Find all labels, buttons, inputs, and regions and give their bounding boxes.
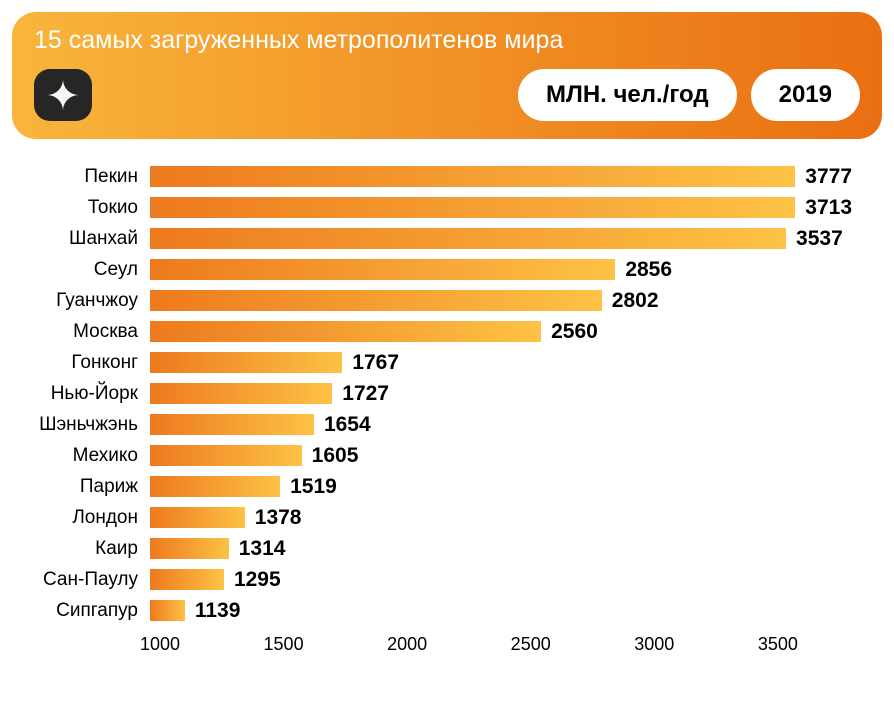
bar bbox=[150, 569, 224, 590]
bar-chart: Пекин 3777 Токио 3713 Шанхай 3537 Сеул 2856 Гуан… bbox=[12, 157, 882, 664]
axis-tick: 2500 bbox=[511, 634, 551, 655]
bar-value: 3537 bbox=[796, 227, 843, 251]
axis-tick: 2000 bbox=[387, 634, 427, 655]
bar bbox=[150, 352, 342, 373]
unit-pill: МЛН. чел./год bbox=[518, 69, 737, 121]
bar-value: 1295 bbox=[234, 568, 281, 592]
chart-row: Нью-Йорк 1727 bbox=[22, 378, 852, 409]
bar-area: 1295 bbox=[150, 564, 852, 595]
bar-label: Лондон bbox=[22, 507, 150, 529]
bar bbox=[150, 166, 795, 187]
bar-area: 2802 bbox=[150, 285, 852, 316]
chart-row: Сипгапур 1139 bbox=[22, 595, 852, 626]
bar-area: 1767 bbox=[150, 347, 852, 378]
bar bbox=[150, 259, 615, 280]
bar-value: 1767 bbox=[352, 351, 399, 375]
chart-row: Шанхай 3537 bbox=[22, 223, 852, 254]
bar-value: 1727 bbox=[342, 382, 389, 406]
chart-row: Гуанчжоу 2802 bbox=[22, 285, 852, 316]
chart-row: Гонконг 1767 bbox=[22, 347, 852, 378]
chart-row: Сеул 2856 bbox=[22, 254, 852, 285]
bar-area: 1378 bbox=[150, 502, 852, 533]
channel-pill-wrap: One Yrban Channel bbox=[34, 69, 504, 121]
chart-row: Лондон 1378 bbox=[22, 502, 852, 533]
bar bbox=[150, 197, 795, 218]
channel-label: One Yrban Channel bbox=[64, 69, 504, 121]
chart-row: Шэньчжэнь 1654 bbox=[22, 409, 852, 440]
star-icon bbox=[45, 77, 81, 113]
bar bbox=[150, 414, 314, 435]
bar-area: 1139 bbox=[150, 595, 852, 626]
bar-value: 1314 bbox=[239, 537, 286, 561]
bar-area: 1314 bbox=[150, 533, 852, 564]
bar-label: Сеул bbox=[22, 259, 150, 281]
bar-value: 3777 bbox=[805, 165, 852, 189]
bar-value: 1519 bbox=[290, 475, 337, 499]
bar-value: 1139 bbox=[195, 599, 241, 623]
bar-value: 2802 bbox=[612, 289, 659, 313]
x-axis: 100015002000250030003500 bbox=[160, 634, 852, 664]
chart-row: Токио 3713 bbox=[22, 192, 852, 223]
bar-value: 1378 bbox=[255, 506, 302, 530]
channel-icon bbox=[34, 69, 92, 121]
bar-label: Шанхай bbox=[22, 228, 150, 250]
bar-value: 2560 bbox=[551, 320, 598, 344]
bar bbox=[150, 228, 786, 249]
bar-label: Токио bbox=[22, 197, 150, 219]
bar-area: 3537 bbox=[150, 223, 852, 254]
bar bbox=[150, 383, 332, 404]
bar-area: 1654 bbox=[150, 409, 852, 440]
bar bbox=[150, 321, 541, 342]
bar-value: 3713 bbox=[805, 196, 852, 220]
bar bbox=[150, 445, 302, 466]
chart-row: Каир 1314 bbox=[22, 533, 852, 564]
bar-label: Сипгапур bbox=[22, 600, 150, 622]
bar-area: 3777 bbox=[150, 161, 852, 192]
bar-label: Пекин bbox=[22, 166, 150, 188]
bar-label: Париж bbox=[22, 476, 150, 498]
bar-label: Каир bbox=[22, 538, 150, 560]
chart-row: Париж 1519 bbox=[22, 471, 852, 502]
bar-label: Москва bbox=[22, 321, 150, 343]
header-pills: One Yrban Channel МЛН. чел./год 2019 bbox=[34, 69, 860, 121]
bar-label: Сан-Паулу bbox=[22, 569, 150, 591]
bar-area: 1519 bbox=[150, 471, 852, 502]
bar-value: 2856 bbox=[625, 258, 672, 282]
bar-label: Гонконг bbox=[22, 352, 150, 374]
bar-label: Гуанчжоу bbox=[22, 290, 150, 312]
chart-row: Москва 2560 bbox=[22, 316, 852, 347]
axis-tick: 1500 bbox=[264, 634, 304, 655]
bar-value: 1654 bbox=[324, 413, 371, 437]
chart-row: Сан-Паулу 1295 bbox=[22, 564, 852, 595]
bar-area: 3713 bbox=[150, 192, 852, 223]
bar bbox=[150, 600, 185, 621]
chart-row: Мехико 1605 bbox=[22, 440, 852, 471]
axis-tick: 3500 bbox=[758, 634, 798, 655]
bar bbox=[150, 290, 602, 311]
bar-area: 2856 bbox=[150, 254, 852, 285]
bar-value: 1605 bbox=[312, 444, 359, 468]
bar bbox=[150, 476, 280, 497]
bar-label: Шэньчжэнь bbox=[22, 414, 150, 436]
header-card: 15 самых загруженных метрополитенов мира… bbox=[12, 12, 882, 139]
header-title: 15 самых загруженных метрополитенов мира bbox=[34, 26, 860, 55]
chart-row: Пекин 3777 bbox=[22, 161, 852, 192]
axis-tick: 1000 bbox=[140, 634, 180, 655]
bar bbox=[150, 538, 229, 559]
bar bbox=[150, 507, 245, 528]
axis-tick: 3000 bbox=[634, 634, 674, 655]
year-pill: 2019 bbox=[751, 69, 860, 121]
bar-label: Мехико bbox=[22, 445, 150, 467]
bar-area: 2560 bbox=[150, 316, 852, 347]
bar-label: Нью-Йорк bbox=[22, 383, 150, 405]
bar-area: 1727 bbox=[150, 378, 852, 409]
bar-area: 1605 bbox=[150, 440, 852, 471]
